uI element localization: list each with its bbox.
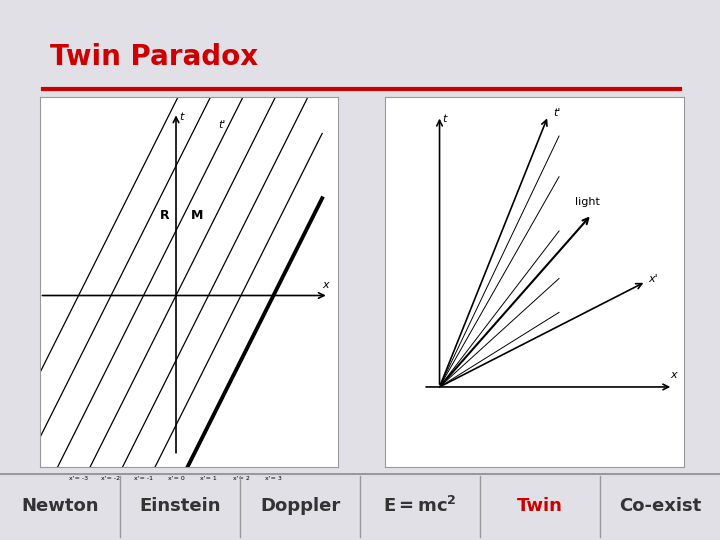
Text: Doppler: Doppler (260, 497, 340, 515)
Text: x': x' (649, 274, 658, 284)
Text: t': t' (554, 107, 561, 118)
Text: light: light (575, 197, 600, 207)
Text: x'= -3: x'= -3 (69, 476, 88, 482)
Text: x: x (322, 280, 329, 290)
Text: Newton: Newton (22, 497, 99, 515)
Text: x'= 2: x'= 2 (233, 476, 249, 482)
Text: x: x (670, 370, 677, 380)
Text: t: t (442, 114, 446, 124)
Text: Co-exist: Co-exist (619, 497, 701, 515)
Text: $\mathbf{E=mc^2}$: $\mathbf{E=mc^2}$ (383, 496, 457, 516)
Text: Twin Paradox: Twin Paradox (50, 43, 258, 71)
Text: t': t' (218, 120, 225, 130)
Text: Einstein: Einstein (139, 497, 221, 515)
Text: x'= 3: x'= 3 (265, 476, 282, 482)
Text: x'= 0: x'= 0 (168, 476, 184, 482)
Text: x'= 1: x'= 1 (200, 476, 217, 482)
Text: R: R (160, 209, 169, 222)
Text: x'= -2: x'= -2 (102, 476, 121, 482)
Text: t: t (179, 112, 184, 122)
Text: M: M (191, 209, 203, 222)
Text: Twin: Twin (517, 497, 563, 515)
Text: x'= -1: x'= -1 (134, 476, 153, 482)
